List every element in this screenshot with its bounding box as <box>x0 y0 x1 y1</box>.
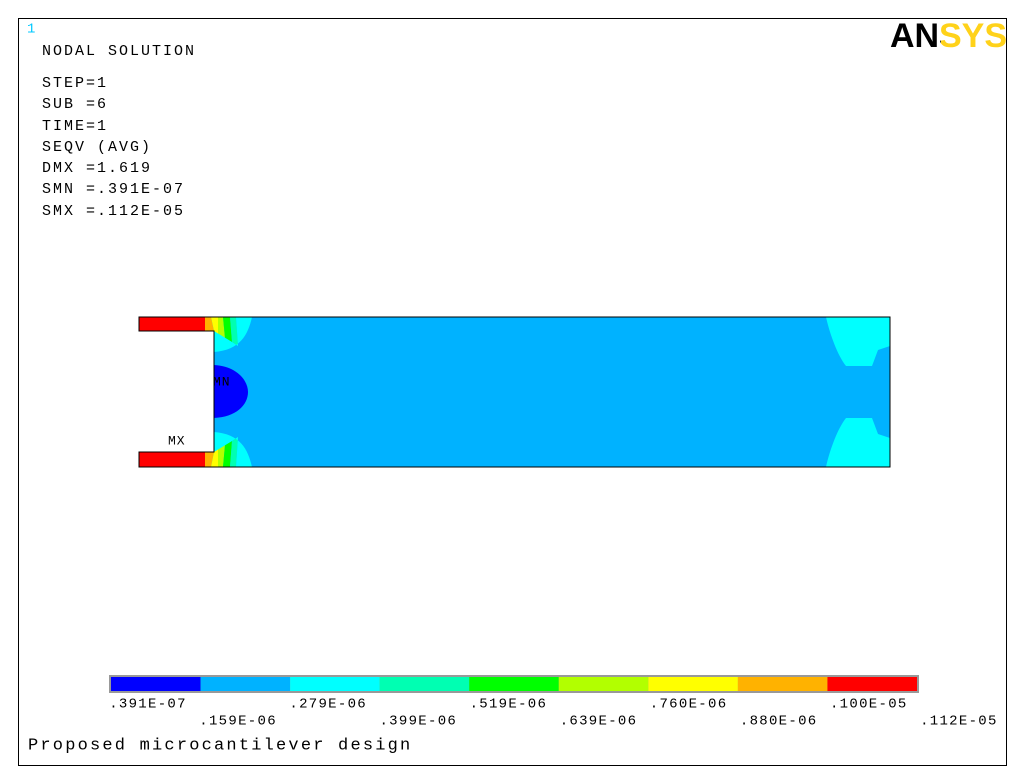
contour-green <box>223 317 232 342</box>
legend-swatch <box>200 677 291 691</box>
contour-yellowgreen <box>218 445 225 467</box>
legend-label: .519E-06 <box>470 697 548 713</box>
min-marker: MN <box>213 374 231 389</box>
legend: .391E-07 .159E-06 .279E-06 .399E-06 .519E-06… <box>109 677 998 730</box>
info-block: NODAL SOLUTION STEP=1 SUB =6 TIME=1 SEQV (AV… <box>42 43 196 220</box>
legend-label: .399E-06 <box>379 714 457 730</box>
contour-green <box>223 441 232 467</box>
legend-swatch <box>558 677 649 691</box>
legend-swatch <box>111 677 201 691</box>
window-number: 1 <box>27 22 35 38</box>
beam-outline <box>138 316 891 468</box>
logo: ANSYS <box>890 17 1006 55</box>
info-line: STEP=1 <box>42 75 108 92</box>
info-line: DMX =1.619 <box>42 160 152 177</box>
max-marker: MX <box>168 433 186 448</box>
beam-body <box>139 317 890 467</box>
legend-label: .159E-06 <box>199 714 277 730</box>
legend-label: .639E-06 <box>560 714 638 730</box>
contour-cyan <box>826 418 890 467</box>
legend-label: .391E-07 <box>109 697 187 713</box>
contour-red <box>139 317 205 331</box>
legend-swatch <box>827 677 917 691</box>
legend-label: .760E-06 <box>650 697 728 713</box>
contour-blue <box>214 365 248 418</box>
caption: Proposed microcantilever design <box>28 736 412 755</box>
info-line: SMN =.391E-07 <box>42 181 185 198</box>
legend-label: .279E-06 <box>289 697 367 713</box>
contour-aqua <box>230 317 238 346</box>
notch <box>139 331 214 452</box>
legend-swatch <box>469 677 559 691</box>
contour-red <box>139 452 205 467</box>
info-line: SEQV (AVG) <box>42 139 152 156</box>
contour-cyan <box>826 317 890 366</box>
legend-swatch <box>737 677 828 691</box>
legend-swatch <box>648 677 738 691</box>
contour-cyan <box>214 317 252 352</box>
contour-cyan <box>214 432 252 467</box>
legend-label: .880E-06 <box>740 714 818 730</box>
beam: MN MX <box>138 316 891 468</box>
info-line: SMX =.112E-05 <box>42 203 185 220</box>
contour-aqua <box>230 437 238 467</box>
contour-yellow <box>211 317 218 336</box>
contour-yellowgreen <box>218 317 225 338</box>
info-line: NODAL SOLUTION <box>42 43 196 60</box>
legend-swatch <box>290 677 380 691</box>
info-line: TIME=1 <box>42 118 108 135</box>
legend-swatch <box>379 677 470 691</box>
info-line: SUB =6 <box>42 96 108 113</box>
legend-label: .112E-05 <box>920 714 998 730</box>
contour-yellow <box>211 447 218 467</box>
legend-label: .100E-05 <box>830 697 908 713</box>
